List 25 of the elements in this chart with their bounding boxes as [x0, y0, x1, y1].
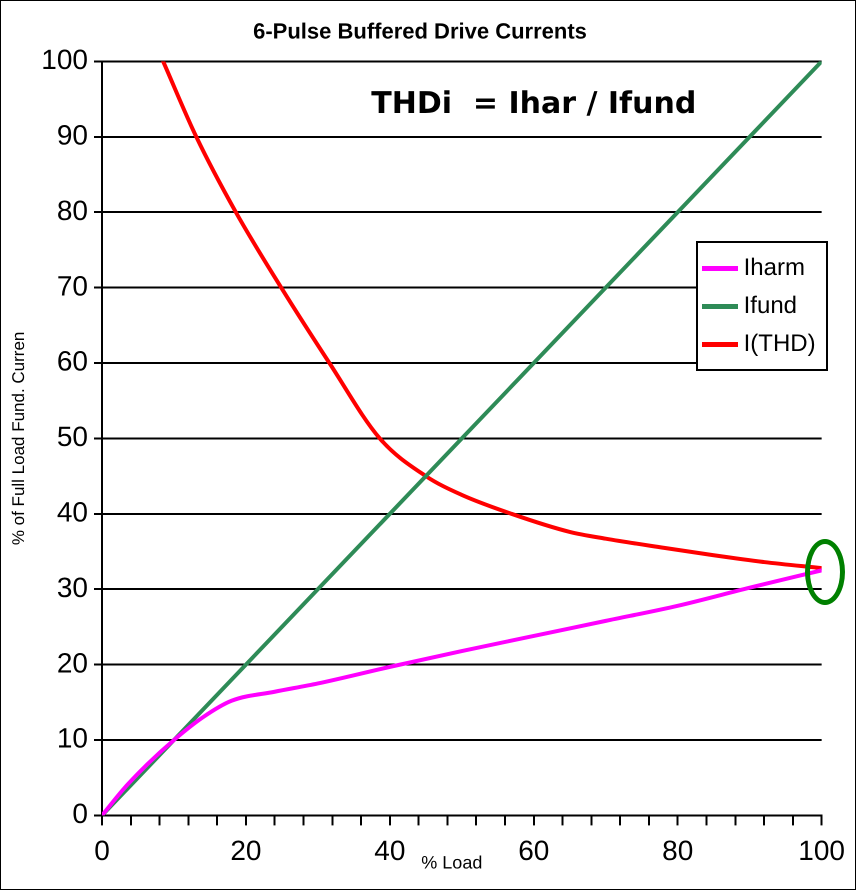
y-tick-label: 30: [56, 572, 88, 603]
y-tick-label: 50: [56, 421, 88, 452]
annotation: THDi = Ihar / Ifund: [371, 86, 696, 122]
x-tick-label: 20: [230, 834, 262, 866]
x-tick-label: 0: [94, 834, 110, 866]
x-axis-title: % Load: [421, 852, 482, 872]
x-tick-label: 40: [374, 834, 406, 866]
legend-label: Ifund: [744, 292, 798, 320]
y-tick-label: 80: [56, 194, 88, 226]
y-tick-label: 0: [72, 798, 88, 830]
y-tick-label: 90: [56, 120, 88, 151]
y-axis-title: % of Full Load Fund. Curren: [8, 332, 28, 546]
y-tick-label: 100: [41, 44, 88, 76]
y-tick-label: 10: [56, 722, 88, 754]
x-tick-label: 60: [518, 834, 550, 866]
legend-label: I(THD): [744, 330, 816, 358]
x-tick-label: 80: [662, 834, 694, 866]
y-tick-label: 70: [56, 270, 88, 302]
chart-title: 6-Pulse Buffered Drive Currents: [253, 18, 587, 44]
line-series: [161, 61, 822, 570]
legend-label: Iharm: [744, 254, 805, 282]
y-tick-label: 20: [56, 647, 88, 678]
x-tick-label: 100: [798, 834, 845, 866]
y-tick-label: 40: [56, 496, 88, 528]
y-tick-label: 60: [56, 346, 88, 377]
